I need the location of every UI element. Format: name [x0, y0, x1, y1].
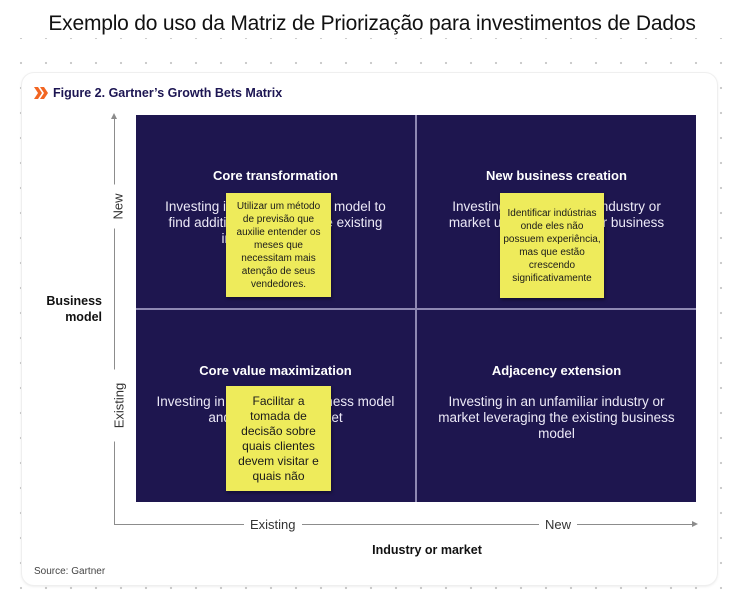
- y-axis-label-existing: Existing: [111, 369, 127, 442]
- page-title: Exemplo do uso da Matriz de Priorização …: [0, 10, 744, 38]
- y-axis-title-line2: model: [65, 310, 102, 324]
- y-axis-title: Business model: [22, 293, 102, 325]
- sticky-note-text: Identificar indústrias onde eles não pos…: [503, 207, 601, 284]
- quadrant-title: Adjacency extension: [491, 363, 622, 378]
- sticky-note-forecast[interactable]: Utilizar um método de previsão que auxil…: [226, 193, 331, 297]
- double-chevron-right-icon: [34, 87, 48, 99]
- sticky-note-text: Facilitar a tomada de decisão sobre quai…: [238, 393, 319, 483]
- sticky-note-industries[interactable]: Identificar indústrias onde eles não pos…: [500, 193, 604, 298]
- source-note: Source: Gartner: [34, 566, 106, 577]
- figure-title-text: Figure 2. Gartner’s Growth Bets Matrix: [53, 86, 283, 100]
- x-axis-title: Industry or market: [372, 543, 482, 557]
- quadrant-title: New business creation: [486, 168, 627, 183]
- horizontal-divider: [136, 308, 696, 310]
- sticky-note-text: Utilizar um método de previsão que auxil…: [236, 200, 321, 290]
- quadrant-title: Core value maximization: [199, 363, 352, 378]
- y-axis-arrow-icon: [111, 113, 117, 119]
- quadrant-description: Investing in an unfamiliar industry or m…: [438, 394, 675, 441]
- y-axis-title-line1: Business: [46, 294, 102, 308]
- x-axis-label-existing: Existing: [244, 517, 302, 532]
- y-axis-line: [114, 115, 115, 525]
- figure-card: Figure 2. Gartner’s Growth Bets Matrix B…: [22, 73, 717, 585]
- quadrant-adjacency-extension: Adjacency extension Investing in an unfa…: [417, 310, 696, 503]
- quadrant-title: Core transformation: [213, 168, 338, 183]
- figure-title: Figure 2. Gartner’s Growth Bets Matrix: [34, 86, 282, 100]
- x-axis-arrow-icon: [692, 521, 698, 527]
- y-axis-label-new: New: [110, 184, 126, 229]
- sticky-note-client-visits[interactable]: Facilitar a tomada de decisão sobre quai…: [226, 386, 331, 491]
- x-axis-line: [114, 524, 694, 525]
- x-axis-label-new: New: [539, 517, 578, 532]
- growth-bets-matrix: Core transformation Investing in a new b…: [136, 115, 696, 502]
